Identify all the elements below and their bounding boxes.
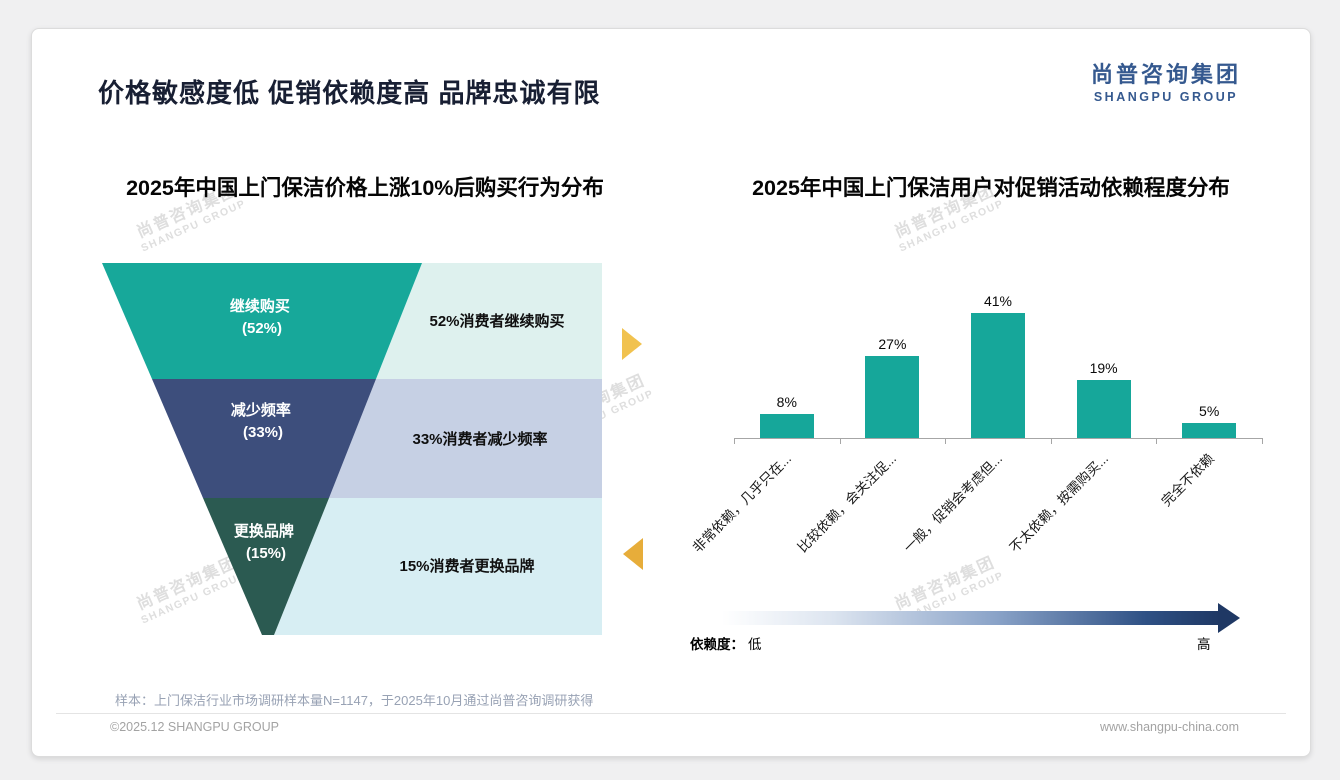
bar-value-label: 19% <box>1089 360 1118 376</box>
funnel-segment-3 <box>203 498 329 635</box>
x-tick-label: 比较依赖，会关注促... <box>794 450 900 556</box>
dependency-high-label: 高 <box>1197 637 1211 652</box>
funnel-segment-1 <box>102 263 422 379</box>
bar <box>865 356 920 438</box>
bar-value-label: 5% <box>1199 403 1220 419</box>
dependency-gradient-arrow <box>722 611 1220 625</box>
bar-chart-title: 2025年中国上门保洁用户对促销活动依赖程度分布 <box>752 176 1230 200</box>
bar <box>1182 423 1237 438</box>
watermark-text-en: SHANGPU GROUP <box>139 197 248 255</box>
logo-text-en: SHANGPU GROUP <box>1093 90 1239 104</box>
bar-value-label: 8% <box>776 394 797 410</box>
funnel-note-box-3 <box>274 498 602 635</box>
funnel-segment-label-1: 继续购买 (52%) <box>230 297 294 337</box>
gradient-arrowhead-icon <box>1218 603 1240 633</box>
bar-value-label: 27% <box>878 336 907 352</box>
pointer-left-icon <box>623 538 643 570</box>
x-tick-label: 一般，促销会考虑但... <box>900 450 1006 556</box>
bar-slot: 5% <box>1156 289 1262 438</box>
bar-slot: 27% <box>840 289 946 438</box>
bar-value-label: 41% <box>983 293 1012 309</box>
axis-tick <box>840 438 841 444</box>
bar-chart: 8% 27% 41% 19% 5% <box>690 289 1280 689</box>
company-logo: 尚普咨询集团 SHANGPU GROUP <box>1091 57 1241 104</box>
bar-slot: 19% <box>1051 289 1157 438</box>
funnel-chart-title: 2025年中国上门保洁价格上涨10%后购买行为分布 <box>126 176 604 200</box>
axis-tick <box>1051 438 1052 444</box>
footer-divider <box>56 713 1286 714</box>
funnel-segment-2 <box>152 379 376 498</box>
footer-copyright: ©2025.12 SHANGPU GROUP <box>110 720 279 734</box>
x-axis <box>734 438 1263 439</box>
axis-tick <box>1262 438 1263 444</box>
axis-tick <box>734 438 735 444</box>
axis-tick <box>1156 438 1157 444</box>
funnel-chart: 继续购买 (52%) 减少频率 (33%) 更换品牌 (15%) 52%消费者继… <box>102 263 602 635</box>
dependency-low-label: 低 <box>748 637 762 652</box>
slide-card: 尚普咨询集团 SHANGPU GROUP 尚普咨询集团 SHANGPU GROU… <box>31 28 1311 757</box>
axis-tick <box>945 438 946 444</box>
funnel-segment-label-3: 更换品牌 (15%) <box>234 522 298 562</box>
watermark-text-en: SHANGPU GROUP <box>897 197 1006 255</box>
bar <box>970 313 1025 438</box>
x-tick-label: 不太依赖，按需购买... <box>1006 450 1112 556</box>
bar-slot: 41% <box>945 289 1051 438</box>
funnel-note-box-1 <box>376 263 602 379</box>
funnel-segment-label-2: 减少频率 (33%) <box>231 401 295 441</box>
funnel-annotation-1: 52%消费者继续购买 <box>429 312 564 330</box>
sample-note: 样本：上门保洁行业市场调研样本量N=1147，于2025年10月通过尚普咨询调研… <box>115 693 594 708</box>
pointer-right-icon <box>622 328 642 360</box>
x-tick-label: 完全不依赖 <box>1158 450 1217 510</box>
bar <box>1076 380 1131 438</box>
bar-slot: 8% <box>734 289 840 438</box>
bar <box>759 414 814 438</box>
footer-website: www.shangpu-china.com <box>1100 720 1239 734</box>
logo-text-cn: 尚普咨询集团 <box>1090 62 1241 87</box>
bars-area: 8% 27% 41% 19% 5% <box>734 289 1262 438</box>
funnel-annotation-3: 15%消费者更换品牌 <box>399 557 534 575</box>
dependency-axis-label: 依赖度： <box>690 637 744 652</box>
page-title: 价格敏感度低 促销依赖度高 品牌忠诚有限 <box>98 78 601 108</box>
funnel-note-box-2 <box>329 379 602 498</box>
x-tick-label: 非常依赖，几乎只在... <box>689 450 795 556</box>
funnel-annotation-2: 33%消费者减少频率 <box>412 430 547 448</box>
